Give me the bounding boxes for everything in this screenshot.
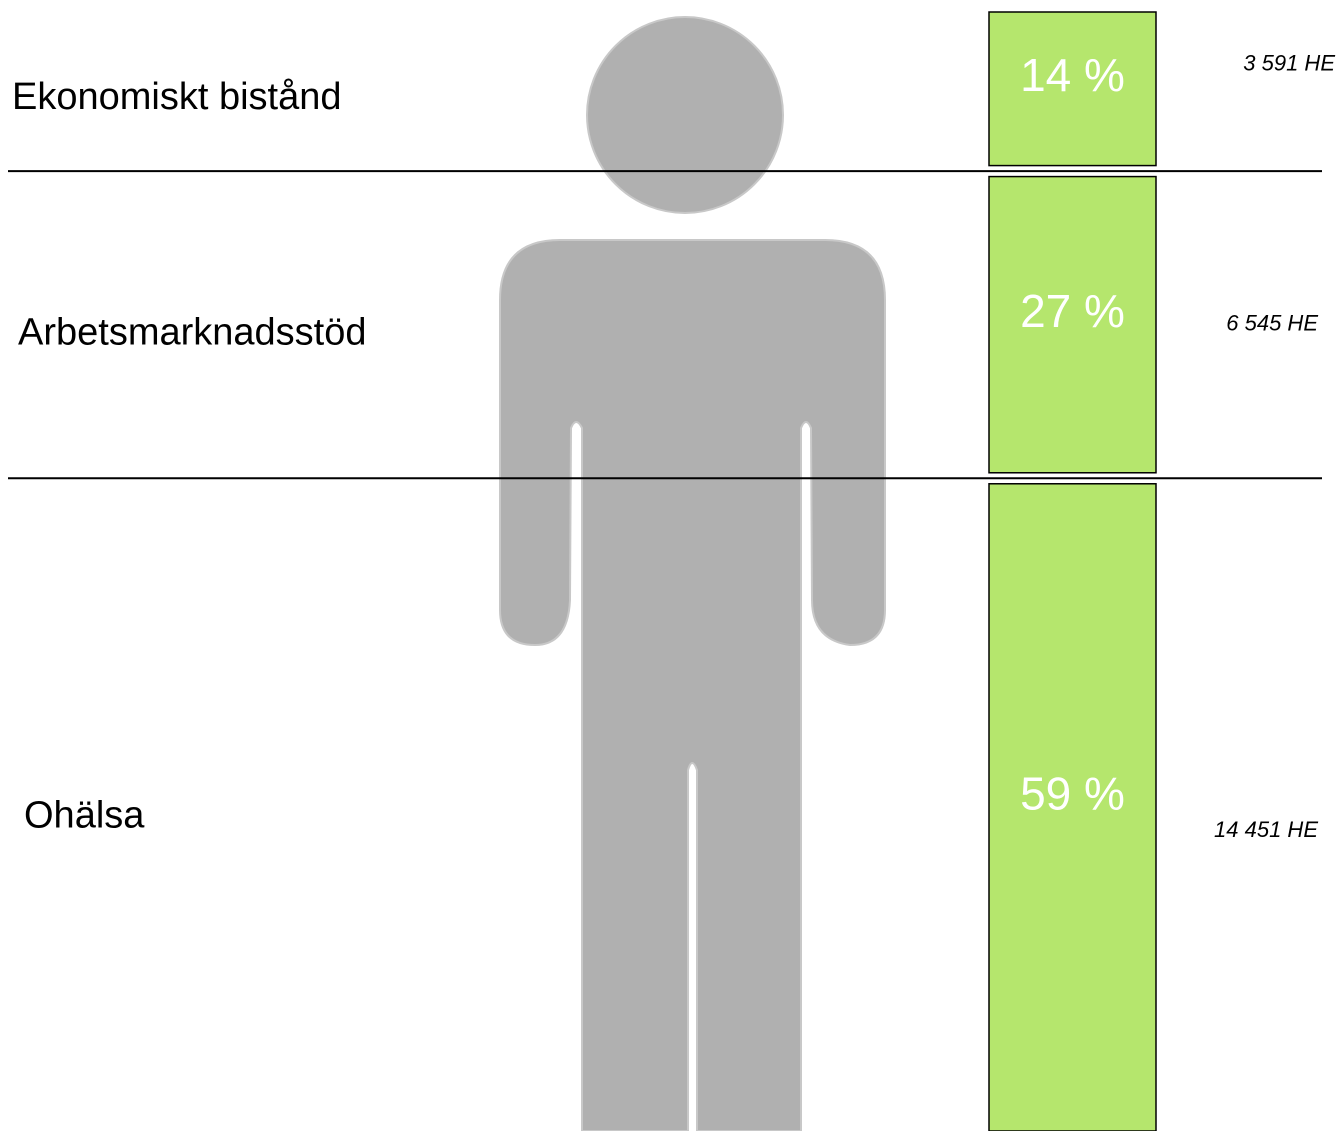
bar-segment — [988, 483, 1157, 1131]
annotation: 3 591 HE — [1243, 51, 1335, 76]
person-body — [499, 239, 886, 1131]
category-label: Arbetsmarknadsstöd — [18, 312, 367, 354]
value-label: 59 % — [1020, 768, 1125, 820]
value-label: 14 % — [1020, 49, 1125, 101]
value-label: 27 % — [1020, 285, 1125, 337]
annotation: 6 545 HE — [1226, 310, 1318, 335]
category-label: Ohälsa — [24, 794, 145, 836]
bar-segment — [988, 11, 1157, 167]
person-head — [586, 16, 784, 214]
person-silhouette — [499, 16, 886, 1131]
bar-segment — [988, 175, 1157, 474]
annotation: 14 451 HE — [1214, 817, 1318, 842]
category-label: Ekonomiskt bistånd — [12, 76, 342, 118]
